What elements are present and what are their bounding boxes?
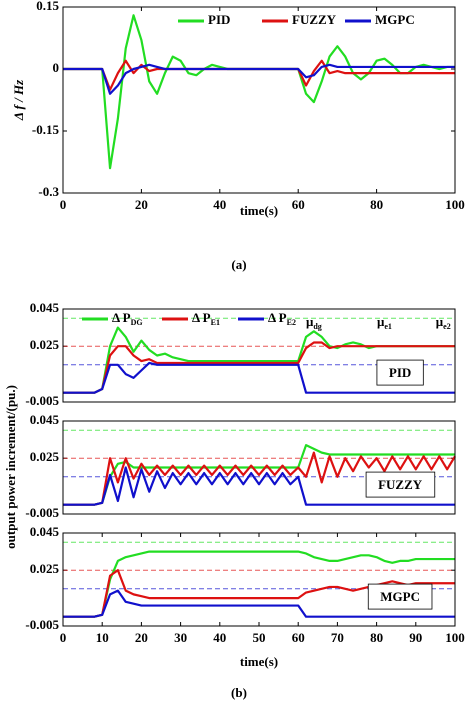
data-line (63, 14, 455, 170)
panel-caption: (a) (231, 257, 246, 272)
legend-label: Δ PE1 (192, 310, 220, 327)
legend-label: PID (208, 12, 230, 27)
plot-frame (62, 308, 456, 403)
legend-name: FUZZY (292, 12, 337, 27)
reference-label-subscript: e2 (443, 322, 451, 331)
x-tick-label: 70 (331, 630, 344, 645)
x-tick-label: 10 (96, 630, 109, 645)
legend-name: Δ P (112, 310, 131, 325)
panel-label: PID (389, 365, 411, 380)
reference-label: μdg (306, 314, 322, 331)
reference-label-symbol: μ (377, 314, 385, 329)
x-tick-label: 100 (445, 630, 465, 645)
y-axis-label: output power increment/(pu.) (3, 385, 18, 549)
x-tick-label: 20 (135, 197, 148, 212)
data-line (63, 341, 455, 394)
data-line (63, 63, 455, 95)
x-tick-label: 0 (60, 197, 67, 212)
panel-label-box (365, 471, 436, 498)
x-axis-label: time(s) (240, 203, 278, 218)
x-tick-label: 80 (370, 630, 383, 645)
x-tick-label: 40 (213, 630, 226, 645)
data-line (63, 466, 455, 506)
data-line (63, 361, 455, 394)
panel-label: MGPC (380, 589, 420, 604)
y-tick-label: -0.005 (25, 393, 59, 408)
legend-name: MGPC (375, 12, 415, 27)
legend-name: Δ P (192, 310, 211, 325)
y-tick-label: -0.3 (38, 184, 59, 199)
y-tick-label: 0.025 (30, 561, 60, 576)
reference-label-subscript: dg (313, 322, 321, 331)
legend-label: MGPC (375, 12, 415, 27)
x-tick-label: 40 (213, 197, 226, 212)
x-tick-label: 20 (135, 630, 148, 645)
legend-label: Δ PE2 (268, 310, 296, 327)
panel-caption: (b) (231, 685, 247, 700)
y-tick-label: -0.15 (32, 122, 60, 137)
y-tick-label: 0.025 (30, 449, 60, 464)
reference-label: μe1 (377, 314, 392, 331)
x-tick-label: 90 (409, 630, 422, 645)
y-tick-label: -0.005 (25, 505, 59, 520)
y-tick-label: 0 (53, 60, 60, 75)
x-tick-label: 50 (253, 630, 266, 645)
x-tick-label: 80 (370, 197, 383, 212)
data-line (63, 451, 456, 506)
reference-label: μe2 (436, 314, 451, 331)
data-line (63, 550, 455, 618)
x-tick-label: 0 (60, 630, 67, 645)
y-tick-label: -0.005 (25, 617, 59, 632)
legend-subscript: E1 (211, 318, 220, 327)
plot-frame (62, 6, 456, 194)
data-line (63, 589, 455, 618)
legend-name: Δ P (268, 310, 287, 325)
x-tick-label: 30 (174, 630, 187, 645)
panel-label: FUZZY (378, 477, 423, 492)
y-tick-label: 0.045 (30, 300, 60, 315)
y-tick-label: 0.15 (36, 0, 59, 13)
panel-label-box (376, 359, 424, 386)
x-tick-label: 100 (445, 197, 465, 212)
x-axis-label: time(s) (240, 654, 278, 669)
data-line (63, 569, 455, 618)
plot-frame (62, 532, 456, 627)
legend-subscript: DG (131, 318, 143, 327)
y-tick-label: 0.045 (30, 524, 60, 539)
y-tick-label: 0.025 (30, 337, 60, 352)
reference-label-symbol: μ (436, 314, 444, 329)
x-tick-label: 60 (292, 197, 305, 212)
panel-label-box (367, 583, 433, 610)
plot-frame (62, 420, 456, 515)
legend-label: Δ PDG (112, 310, 143, 327)
legend-name: PID (208, 12, 230, 27)
legend-label: FUZZY (292, 12, 337, 27)
y-tick-label: 0.045 (30, 412, 60, 427)
reference-label-subscript: e1 (384, 322, 392, 331)
x-tick-label: 60 (292, 630, 305, 645)
reference-label-symbol: μ (306, 314, 314, 329)
legend-subscript: E2 (287, 318, 296, 327)
y-axis-label: Δ f / Hz (11, 79, 26, 121)
